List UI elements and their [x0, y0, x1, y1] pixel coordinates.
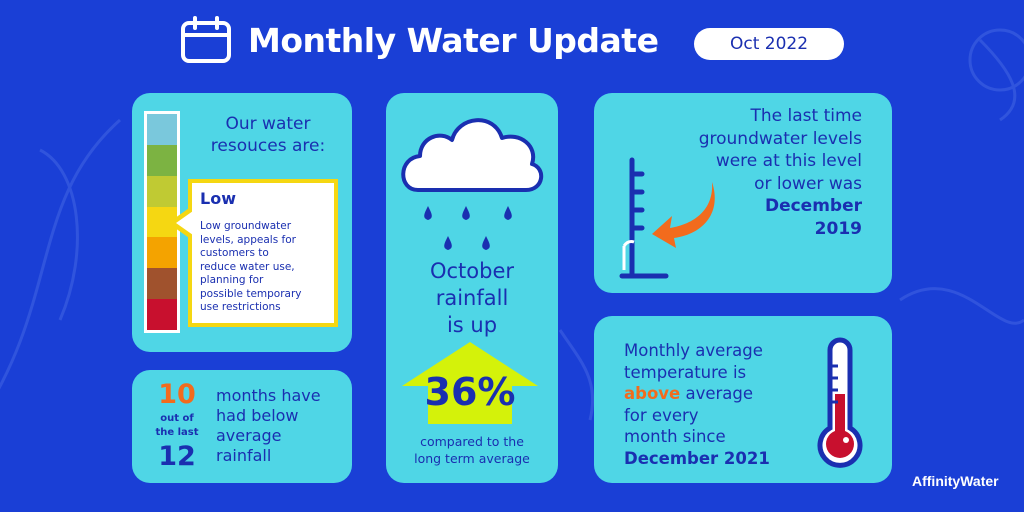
- scale-segment: [147, 268, 177, 300]
- months-description: months have had below average rainfall: [216, 386, 346, 466]
- months-text-line: months have: [216, 386, 321, 405]
- compared-text: compared to the long term average: [386, 433, 558, 467]
- temperature-line: above average: [624, 383, 804, 405]
- description-line: customers to: [200, 247, 269, 259]
- resources-heading-line: resouces are:: [210, 136, 326, 156]
- out-of-label: out of the last: [146, 412, 208, 440]
- months-total: 12: [158, 441, 196, 472]
- compared-line: compared to the: [420, 434, 524, 449]
- months-count: 10: [158, 379, 196, 410]
- level-label: Low: [200, 189, 236, 208]
- temperature-since: December 2021: [624, 448, 770, 468]
- months-text-line: average: [216, 426, 282, 445]
- header: Monthly Water Update: [180, 14, 659, 66]
- rain-cloud-icon: [401, 118, 543, 250]
- scale-segment: [147, 114, 177, 145]
- brand-logo: AffinityWater: [912, 473, 999, 489]
- water-gauge-icon: [619, 157, 715, 279]
- groundwater-line: or lower was: [754, 173, 862, 194]
- description-line: use restrictions: [200, 301, 281, 313]
- temperature-line: month since: [624, 427, 726, 446]
- rainfall-headline: October rainfall is up: [386, 258, 558, 339]
- scale-segment: [147, 299, 177, 331]
- scale-segment: [147, 237, 177, 269]
- temperature-line: Monthly average: [624, 341, 763, 360]
- groundwater-month: December: [764, 196, 862, 216]
- months-text-line: rainfall: [216, 446, 272, 465]
- scale-segment: [147, 175, 177, 207]
- description-line: planning for: [200, 274, 264, 286]
- description-line: reduce water use,: [200, 260, 295, 273]
- rainfall-line: October: [429, 259, 515, 283]
- compared-line: long term average: [414, 451, 530, 466]
- resources-heading-line: Our water: [225, 114, 311, 134]
- level-description: Low groundwater levels, appeals for cust…: [200, 220, 326, 315]
- description-line: possible temporary: [200, 287, 302, 300]
- months-text-line: had below: [216, 406, 299, 425]
- groundwater-line: groundwater levels: [698, 128, 862, 149]
- groundwater-line: were at this level: [715, 151, 862, 171]
- rainfall-line: rainfall: [435, 286, 509, 310]
- groundwater-text: The last time groundwater levels were at…: [660, 105, 862, 240]
- calendar-icon: [181, 16, 231, 63]
- temperature-text: Monthly average temperature is above ave…: [624, 340, 804, 469]
- level-callout: Low Low groundwater levels, appeals for …: [188, 179, 338, 327]
- description-line: levels, appeals for: [200, 233, 296, 246]
- up-arrow-icon: [402, 342, 538, 424]
- date-badge: Oct 2022: [694, 28, 844, 60]
- groundwater-year: 2019: [814, 218, 862, 239]
- out-of-line: out of: [160, 413, 194, 424]
- rainfall-percent: 36%: [424, 370, 516, 414]
- out-of-line: the last: [155, 427, 199, 438]
- thermometer-icon: [817, 337, 863, 468]
- temperature-line: for every: [624, 405, 699, 425]
- resources-heading: Our water resouces are:: [198, 113, 338, 157]
- resource-level-scale: [144, 111, 180, 333]
- groundwater-line: The last time: [750, 106, 863, 126]
- scale-segment: [147, 144, 177, 176]
- description-line: Low groundwater: [200, 220, 292, 232]
- water-resources-card: Our water resouces are: Low Low groundwa…: [132, 93, 352, 352]
- temperature-line-rest: average: [680, 384, 754, 403]
- above-highlight: above: [624, 384, 681, 403]
- temperature-line: temperature is: [624, 362, 747, 382]
- level-pointer-inner: [176, 211, 193, 235]
- below-average-months-card: [132, 370, 352, 483]
- page-title: Monthly Water Update: [248, 20, 659, 60]
- rainfall-line: is up: [446, 313, 498, 337]
